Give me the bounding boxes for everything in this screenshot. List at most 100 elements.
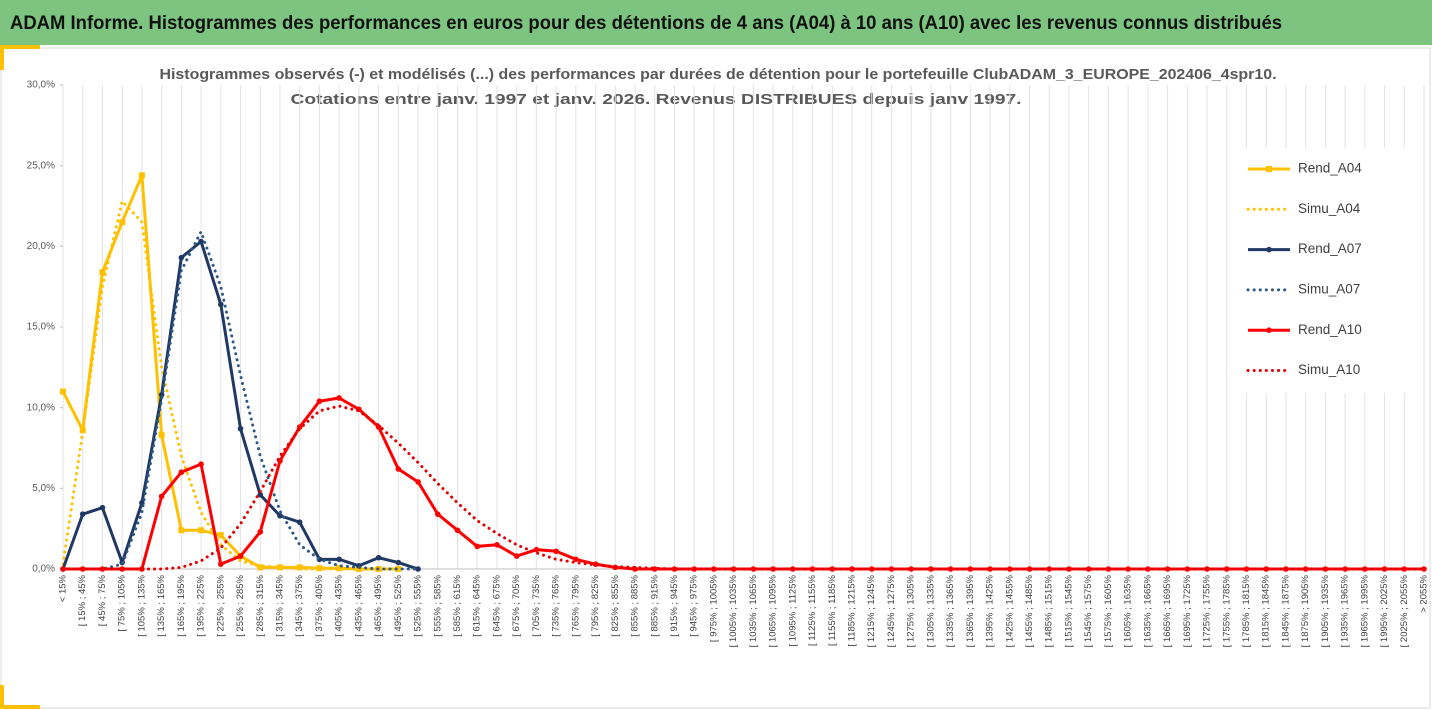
legend-marker bbox=[1266, 166, 1272, 172]
marker bbox=[158, 391, 165, 398]
marker bbox=[336, 395, 342, 401]
marker bbox=[395, 466, 402, 472]
x-tick-label: [ 405% ; 435% bbox=[334, 574, 345, 636]
x-tick-label: [ 975% ; 1005% bbox=[708, 574, 719, 642]
marker bbox=[513, 553, 520, 559]
x-tick-label: [ 2025% ; 2055% bbox=[1399, 574, 1410, 647]
marker bbox=[474, 543, 481, 550]
legend-label: Simu_A04 bbox=[1298, 201, 1361, 216]
marker bbox=[237, 553, 244, 559]
y-tick-label: 25,0% bbox=[27, 160, 55, 171]
marker bbox=[217, 301, 224, 308]
legend-label: Simu_A07 bbox=[1298, 281, 1360, 296]
marker bbox=[138, 172, 145, 179]
y-tick-label: 0,0% bbox=[32, 564, 55, 575]
header-bar bbox=[0, 0, 1432, 45]
x-tick-label: [ 825% ; 855% bbox=[610, 574, 621, 636]
x-tick-label: [ 1815% ; 1845% bbox=[1261, 574, 1272, 647]
x-tick-label: [ 15% ; 45% bbox=[77, 574, 88, 626]
marker bbox=[730, 566, 737, 572]
marker bbox=[1421, 566, 1427, 572]
marker bbox=[99, 566, 106, 572]
marker bbox=[434, 511, 441, 517]
x-tick-label: > 2055% bbox=[1419, 574, 1430, 612]
marker bbox=[987, 566, 993, 572]
marker bbox=[750, 566, 757, 572]
x-tick-label: [ 1605% ; 1635% bbox=[1123, 574, 1134, 647]
x-tick-label: [ 345% ; 375% bbox=[294, 574, 305, 636]
x-tick-label: [ 525% ; 555% bbox=[413, 574, 424, 636]
marker bbox=[355, 566, 362, 572]
legend-marker bbox=[1266, 327, 1272, 334]
x-tick-label: [ 615% ; 645% bbox=[472, 574, 483, 636]
x-tick-label: [ 1995% ; 2025% bbox=[1379, 574, 1390, 647]
x-tick-label: [ 1185% ; 1215% bbox=[847, 574, 858, 646]
marker bbox=[573, 556, 579, 563]
marker bbox=[198, 527, 205, 534]
marker bbox=[336, 556, 342, 563]
marker bbox=[1263, 566, 1270, 572]
x-tick-label: [ 1305% ; 1335% bbox=[925, 574, 936, 647]
marker bbox=[829, 566, 836, 572]
marker bbox=[454, 527, 461, 534]
x-tick-label: [ 1785% ; 1815% bbox=[1241, 574, 1252, 647]
corner-mark bbox=[0, 45, 40, 70]
x-tick-label: [ 1095% ; 1125% bbox=[787, 574, 798, 646]
x-tick-label: [ 675% ; 705% bbox=[511, 574, 522, 636]
x-tick-label: [ 765% ; 795% bbox=[570, 574, 581, 636]
legend-box bbox=[1236, 148, 1422, 393]
marker bbox=[178, 469, 185, 476]
x-tick-label: [ 1155% ; 1185% bbox=[827, 574, 838, 646]
marker bbox=[296, 564, 303, 571]
marker bbox=[277, 512, 283, 519]
x-tick-label: [ 225% ; 255% bbox=[215, 574, 226, 636]
marker bbox=[1164, 566, 1171, 572]
y-tick-label: 10,0% bbox=[27, 402, 55, 413]
y-tick-label: 5,0% bbox=[32, 483, 55, 494]
marker bbox=[1066, 566, 1072, 572]
y-tick-label: 30,0% bbox=[27, 80, 55, 91]
x-tick-label: [ 1905% ; 1935% bbox=[1320, 574, 1331, 647]
marker bbox=[198, 461, 204, 467]
x-tick-label: [ 375% ; 405% bbox=[314, 574, 325, 636]
marker bbox=[296, 519, 303, 526]
y-tick-label: 15,0% bbox=[27, 322, 55, 333]
x-tick-label: [ 795% ; 825% bbox=[590, 574, 601, 636]
x-tick-label: [ 1215% ; 1245% bbox=[866, 574, 877, 647]
marker bbox=[60, 388, 66, 395]
marker bbox=[671, 566, 678, 572]
legend-label: Rend_A04 bbox=[1298, 161, 1362, 176]
marker bbox=[1342, 566, 1348, 572]
marker bbox=[257, 491, 264, 498]
marker bbox=[375, 554, 382, 561]
marker bbox=[316, 398, 323, 405]
marker bbox=[198, 238, 204, 245]
marker bbox=[158, 493, 165, 500]
legend-label: Rend_A07 bbox=[1298, 241, 1362, 256]
x-tick-label: [ 1065% ; 1095% bbox=[768, 574, 779, 647]
x-tick-label: [ 465% ; 495% bbox=[373, 574, 384, 636]
x-tick-label: [ 105% ; 135% bbox=[136, 574, 147, 636]
x-tick-label: [ 1365% ; 1395% bbox=[965, 574, 976, 647]
x-tick-label: [ 555% ; 585% bbox=[432, 574, 443, 636]
marker bbox=[908, 566, 914, 572]
x-tick-label: [ 315% ; 345% bbox=[274, 574, 285, 636]
marker bbox=[415, 566, 421, 572]
series-line bbox=[61, 404, 1426, 571]
marker bbox=[1006, 566, 1013, 572]
x-tick-label: [ 1425% ; 1455% bbox=[1004, 574, 1015, 647]
marker bbox=[276, 564, 283, 571]
legend-marker bbox=[1266, 246, 1272, 253]
x-tick-label: [ 885% ; 915% bbox=[649, 574, 660, 636]
x-tick-label: [ 1965% ; 1995% bbox=[1359, 574, 1370, 647]
marker bbox=[494, 542, 500, 548]
x-tick-label: [ 1875% ; 1905% bbox=[1300, 574, 1311, 647]
x-tick-label: [ 1125% ; 1155% bbox=[807, 574, 818, 646]
header-title: ADAM Informe. Histogrammes des performan… bbox=[10, 13, 1282, 34]
x-tick-label: [ 135% ; 165% bbox=[156, 574, 167, 636]
marker bbox=[257, 529, 264, 535]
chart-frame bbox=[0, 47, 1431, 709]
x-tick-label: < 15% bbox=[58, 574, 69, 602]
marker bbox=[79, 511, 86, 517]
marker bbox=[533, 546, 540, 553]
